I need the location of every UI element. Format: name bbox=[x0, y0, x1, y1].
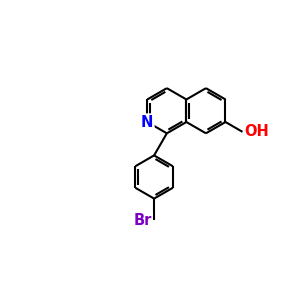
Text: OH: OH bbox=[244, 124, 269, 139]
Text: N: N bbox=[141, 115, 154, 130]
Text: Br: Br bbox=[134, 213, 152, 228]
